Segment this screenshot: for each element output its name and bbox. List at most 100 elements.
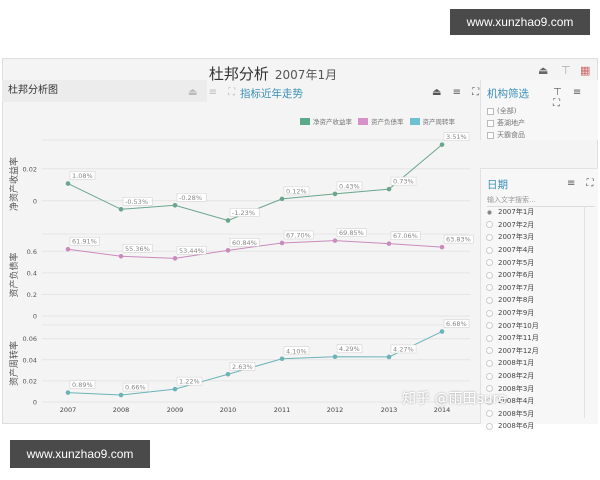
date-option[interactable]: 2008年2月 bbox=[486, 370, 539, 383]
date-option-label: 2007年6月 bbox=[498, 271, 535, 280]
left-panel-header: 杜邦分析图 bbox=[2, 80, 207, 102]
radio-icon bbox=[486, 221, 493, 229]
data-label: 0.89% bbox=[72, 381, 93, 389]
org-option[interactable]: 天霸食品 bbox=[487, 130, 525, 140]
data-point[interactable] bbox=[332, 191, 338, 197]
date-option[interactable]: 2007年7月 bbox=[486, 282, 539, 295]
org-option[interactable]: 荟湖地产 bbox=[487, 118, 525, 128]
date-option-label: 2007年5月 bbox=[498, 258, 535, 267]
radio-icon bbox=[486, 259, 493, 267]
data-point[interactable] bbox=[439, 329, 445, 334]
data-label: 0.73% bbox=[393, 178, 414, 186]
date-option[interactable]: 2007年10月 bbox=[486, 319, 539, 332]
legend-item-debt: 资产负债率 bbox=[358, 116, 404, 126]
data-point[interactable] bbox=[386, 186, 392, 192]
y-tick-label: 0 bbox=[33, 399, 37, 407]
date-option[interactable]: 2007年6月 bbox=[486, 269, 539, 282]
data-label-box bbox=[283, 346, 310, 356]
data-point[interactable] bbox=[279, 196, 285, 202]
data-label: 53.44% bbox=[179, 247, 204, 255]
data-label-box bbox=[229, 362, 256, 371]
data-point[interactable] bbox=[225, 248, 231, 253]
data-point[interactable] bbox=[386, 354, 392, 360]
data-label: 55.36% bbox=[125, 245, 150, 253]
data-label-box bbox=[229, 238, 260, 247]
radio-icon bbox=[486, 284, 493, 292]
org-option[interactable]: (全部) bbox=[487, 106, 516, 116]
data-point[interactable] bbox=[386, 241, 392, 246]
data-point[interactable] bbox=[65, 246, 71, 252]
date-option[interactable]: 2008年6月 bbox=[486, 420, 539, 433]
date-search-input[interactable]: 输入文字搜索... bbox=[487, 195, 595, 207]
radio-icon bbox=[486, 397, 493, 405]
y-axis-label: 资产周转率 bbox=[8, 341, 20, 386]
date-option-label: 2008年3月 bbox=[498, 384, 535, 393]
org-filter-icons[interactable]: ⊤ ≡ ⛶ bbox=[553, 87, 586, 109]
data-label-box bbox=[69, 171, 96, 180]
data-point[interactable] bbox=[65, 390, 71, 395]
date-option[interactable]: 2007年2月 bbox=[486, 219, 539, 232]
date-list-scrollbar[interactable] bbox=[584, 206, 594, 418]
clear-filter-icon[interactable]: ⊤ bbox=[561, 64, 571, 77]
data-point[interactable] bbox=[118, 206, 124, 212]
data-label: 4.27% bbox=[393, 345, 414, 353]
date-option[interactable]: 2007年3月 bbox=[486, 231, 539, 244]
data-point[interactable] bbox=[172, 256, 178, 261]
date-option[interactable]: 2007年9月 bbox=[486, 307, 539, 320]
radio-icon bbox=[486, 309, 493, 317]
date-option-label: 2008年5月 bbox=[498, 409, 535, 418]
export-icon[interactable]: ⏏ bbox=[538, 64, 549, 77]
series-line bbox=[67, 240, 443, 259]
left-panel-icons[interactable]: ⏏ ≡ ⛶ bbox=[188, 87, 240, 98]
data-label: 6.68% bbox=[446, 320, 467, 328]
legend: 净资产收益率 资产负债率 资产周转率 bbox=[300, 116, 455, 126]
x-tick-label: 2007 bbox=[60, 406, 77, 414]
data-point[interactable] bbox=[439, 142, 445, 147]
data-point[interactable] bbox=[172, 386, 178, 392]
date-option[interactable]: 2008年3月 bbox=[486, 382, 539, 395]
radio-icon bbox=[486, 347, 493, 355]
radio-icon bbox=[486, 385, 493, 393]
watermark-bottom: www.xunzhao9.com bbox=[10, 440, 150, 468]
data-label-box bbox=[336, 181, 363, 191]
y-axis-label: 净资产收益率 bbox=[8, 157, 20, 211]
data-point[interactable] bbox=[279, 240, 285, 246]
date-filter-panel: 日期 ≡ ⛶ 输入文字搜索... bbox=[480, 168, 598, 424]
date-option[interactable]: 2008年4月 bbox=[486, 395, 539, 408]
date-option[interactable]: 2007年11月 bbox=[486, 332, 539, 345]
date-option-label: 2007年12月 bbox=[498, 346, 539, 355]
data-label-box bbox=[122, 197, 153, 206]
date-option[interactable]: 2007年5月 bbox=[486, 256, 539, 269]
data-point[interactable] bbox=[332, 238, 338, 243]
watermark-top: www.xunzhao9.com bbox=[450, 9, 590, 35]
date-option[interactable]: 2008年5月 bbox=[486, 408, 539, 421]
date-option[interactable]: 2008年1月 bbox=[486, 357, 539, 370]
x-tick-label: 2010 bbox=[220, 406, 237, 414]
date-option-label: 2007年1月 bbox=[498, 208, 535, 217]
data-label: 0.43% bbox=[339, 182, 360, 190]
chart-panel-icons[interactable]: ⏏ ≡ ⛶ bbox=[432, 87, 484, 98]
date-option[interactable]: 2007年4月 bbox=[486, 244, 539, 257]
data-point[interactable] bbox=[225, 371, 231, 377]
data-point[interactable] bbox=[439, 244, 445, 250]
data-label: 3.51% bbox=[446, 133, 467, 141]
date-filter-icons[interactable]: ≡ ⛶ bbox=[567, 178, 598, 189]
data-label-box bbox=[176, 376, 203, 386]
data-point[interactable] bbox=[118, 392, 124, 398]
data-point[interactable] bbox=[118, 253, 124, 259]
date-option[interactable]: 2007年8月 bbox=[486, 294, 539, 307]
date-option[interactable]: 2007年1月 bbox=[486, 206, 539, 219]
data-point[interactable] bbox=[65, 181, 71, 186]
data-label-box bbox=[283, 230, 314, 240]
date-option-label: 2007年2月 bbox=[498, 220, 535, 229]
calendar-icon[interactable]: ▦ bbox=[580, 64, 591, 77]
x-tick-label: 2008 bbox=[113, 406, 130, 414]
radio-icon bbox=[486, 246, 493, 254]
data-point[interactable] bbox=[225, 218, 231, 223]
data-point[interactable] bbox=[279, 356, 285, 362]
data-point[interactable] bbox=[172, 202, 178, 208]
data-label: -0.53% bbox=[125, 198, 148, 206]
data-point[interactable] bbox=[332, 354, 338, 360]
date-option[interactable]: 2007年12月 bbox=[486, 345, 539, 358]
